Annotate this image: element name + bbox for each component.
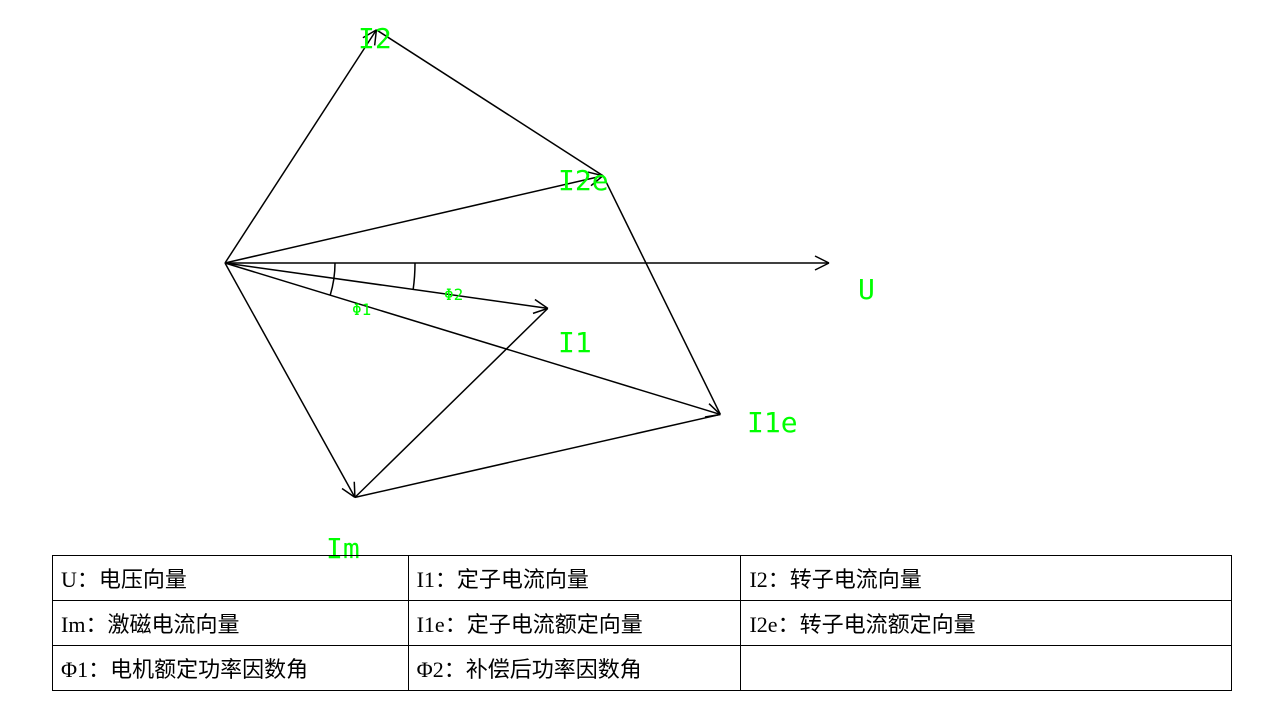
phasor-svg bbox=[0, 0, 1285, 555]
label-U: U bbox=[858, 273, 875, 306]
legend-table: U：电压向量 I1：定子电流向量 I2：转子电流向量 Im：激磁电流向量 I1e… bbox=[52, 555, 1232, 691]
table-row: Im：激磁电流向量 I1e：定子电流额定向量 I2e：转子电流额定向量 bbox=[53, 601, 1232, 646]
label-I2e: I2e bbox=[558, 164, 609, 197]
legend-cell: I2e：转子电流额定向量 bbox=[741, 601, 1232, 646]
phasor-diagram: U I2 I2e I1 I1e Im Φ1 Φ2 bbox=[0, 0, 1285, 555]
label-I1: I1 bbox=[558, 326, 592, 359]
table-row: Φ1：电机额定功率因数角 Φ2：补偿后功率因数角 bbox=[53, 646, 1232, 691]
legend-cell: U：电压向量 bbox=[53, 556, 409, 601]
label-I2: I2 bbox=[358, 22, 392, 55]
legend-cell bbox=[741, 646, 1232, 691]
label-I1e: I1e bbox=[747, 406, 798, 439]
legend-cell: Φ2：补偿后功率因数角 bbox=[408, 646, 741, 691]
label-phi1: Φ1 bbox=[352, 300, 371, 319]
legend-cell: I1：定子电流向量 bbox=[408, 556, 741, 601]
label-phi2: Φ2 bbox=[444, 285, 463, 304]
table-row: U：电压向量 I1：定子电流向量 I2：转子电流向量 bbox=[53, 556, 1232, 601]
legend-cell: I2：转子电流向量 bbox=[741, 556, 1232, 601]
legend-cell: Φ1：电机额定功率因数角 bbox=[53, 646, 409, 691]
legend-cell: I1e：定子电流额定向量 bbox=[408, 601, 741, 646]
legend-cell: Im：激磁电流向量 bbox=[53, 601, 409, 646]
